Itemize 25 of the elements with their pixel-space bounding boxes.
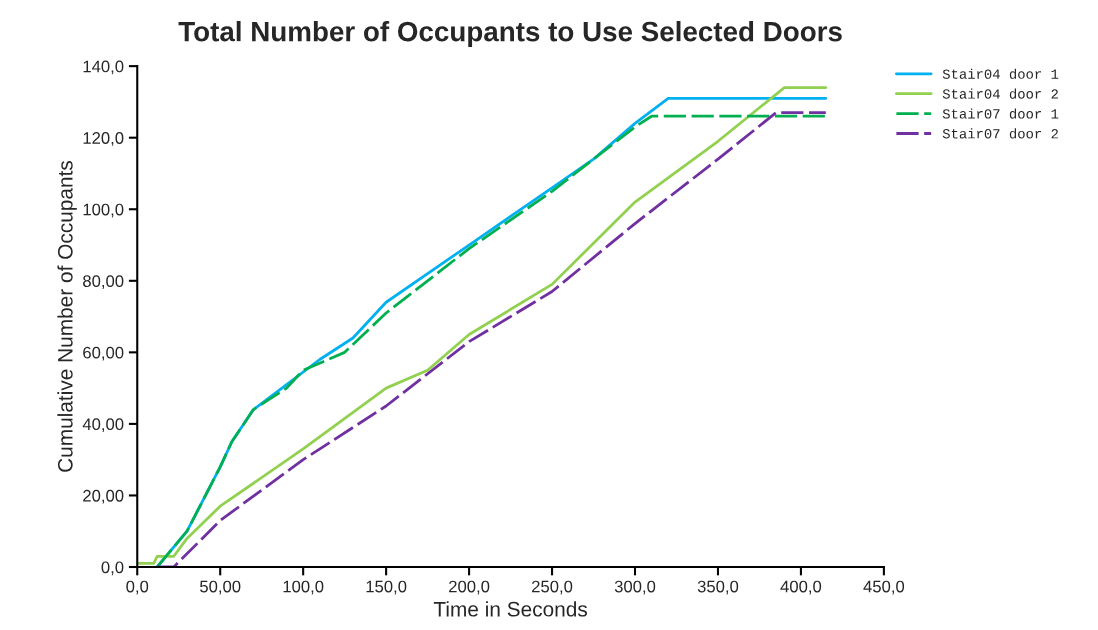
y-tick-label: 0,0 bbox=[101, 561, 124, 576]
legend-label: Stair07 door 1 bbox=[942, 108, 1059, 119]
y-tick-label: 80,00 bbox=[83, 275, 124, 289]
x-tick-label: 350,0 bbox=[697, 580, 739, 595]
y-tick-label: 100,0 bbox=[83, 203, 124, 218]
y-axis-title: Cumulative Number of Occupants bbox=[57, 161, 77, 472]
x-tick-label: 200,0 bbox=[449, 580, 490, 595]
x-tick-label: 450,0 bbox=[863, 580, 905, 595]
x-axis-title: Time in Seconds bbox=[433, 601, 588, 617]
y-tick-label: 120,0 bbox=[83, 132, 124, 146]
legend-label: Stair07 door 2 bbox=[942, 128, 1058, 139]
x-tick-label: 100,0 bbox=[283, 580, 324, 595]
x-tick-label: 150,0 bbox=[366, 580, 407, 595]
y-tick-label: 60,00 bbox=[83, 346, 124, 361]
x-tick-label: 250,0 bbox=[532, 580, 573, 595]
x-tick-label: 300,0 bbox=[614, 580, 656, 595]
x-tick-label: 0,0 bbox=[126, 580, 149, 595]
x-tick-label: 400,0 bbox=[780, 580, 822, 595]
y-tick-label: 20,00 bbox=[83, 489, 124, 504]
x-tick-label: 50,00 bbox=[200, 580, 241, 595]
legend-label: Stair04 door 1 bbox=[942, 68, 1059, 79]
y-tick-label: 40,00 bbox=[82, 418, 124, 433]
chart-title: Total Number of Occupants to Use Selected Doors bbox=[178, 21, 842, 47]
y-tick-label: 140,0 bbox=[83, 60, 124, 75]
legend-label: Stair04 door 2 bbox=[942, 88, 1058, 99]
